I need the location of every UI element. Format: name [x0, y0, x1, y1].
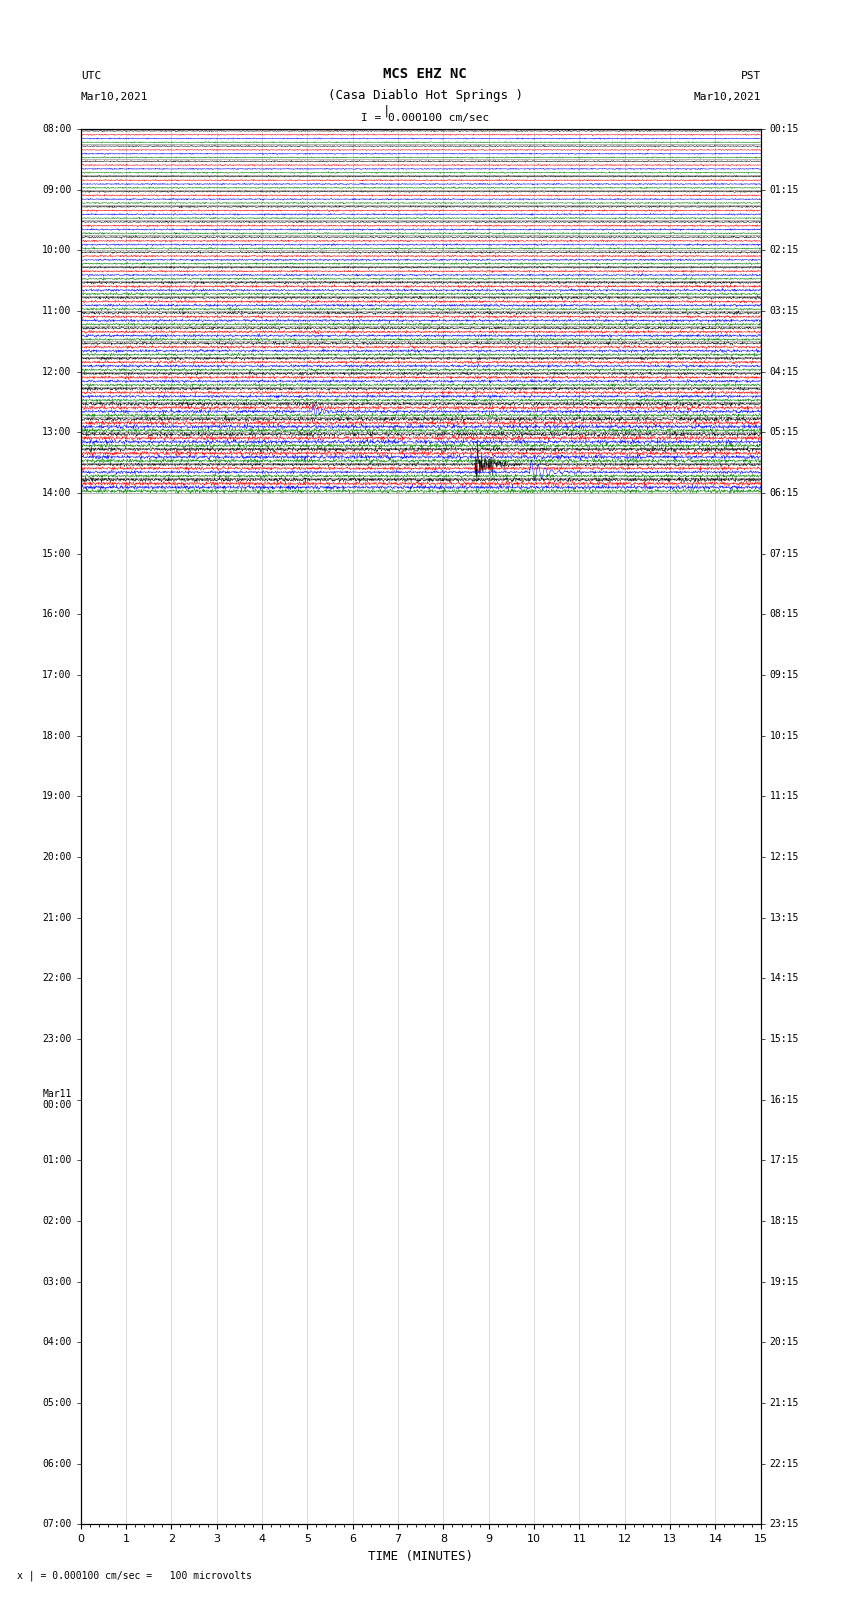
Text: (Casa Diablo Hot Springs ): (Casa Diablo Hot Springs ) [327, 89, 523, 102]
Text: I = 0.000100 cm/sec: I = 0.000100 cm/sec [361, 113, 489, 123]
Text: PST: PST [740, 71, 761, 81]
Text: MCS EHZ NC: MCS EHZ NC [383, 66, 467, 81]
Text: UTC: UTC [81, 71, 101, 81]
Text: |: | [383, 105, 390, 118]
Text: x | = 0.000100 cm/sec =   100 microvolts: x | = 0.000100 cm/sec = 100 microvolts [17, 1569, 252, 1581]
Text: Mar10,2021: Mar10,2021 [694, 92, 761, 102]
Text: Mar10,2021: Mar10,2021 [81, 92, 148, 102]
X-axis label: TIME (MINUTES): TIME (MINUTES) [368, 1550, 473, 1563]
